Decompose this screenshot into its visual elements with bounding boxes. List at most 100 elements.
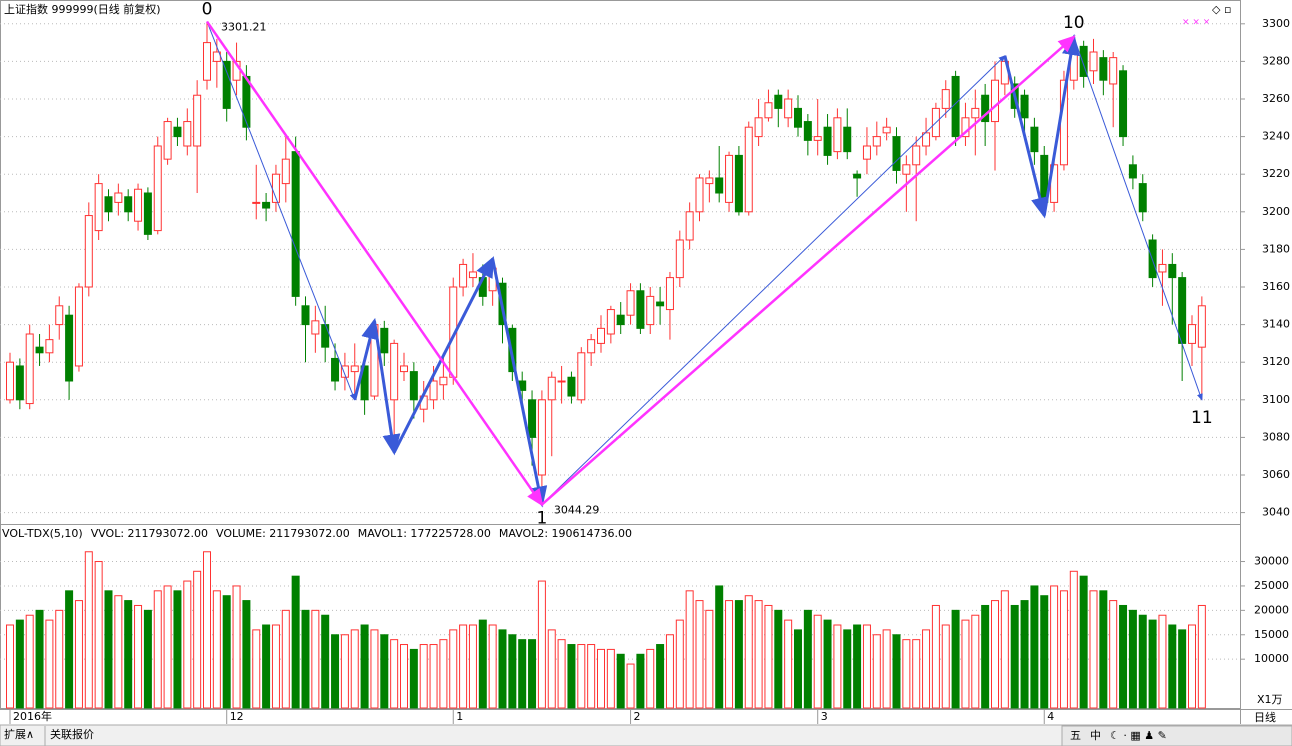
y-tick-label: 3240 bbox=[1262, 130, 1290, 143]
volume-bar bbox=[872, 634, 881, 709]
volume-bar bbox=[45, 619, 54, 709]
volume-bar bbox=[173, 590, 182, 709]
candle-body bbox=[321, 324, 330, 348]
candle-body bbox=[94, 183, 103, 232]
volume-bar bbox=[488, 624, 497, 709]
candle-body bbox=[853, 173, 862, 179]
candle-body bbox=[124, 196, 133, 213]
volume-bar bbox=[1020, 600, 1029, 709]
volume-bar bbox=[1119, 604, 1128, 709]
y-tick-label: 3180 bbox=[1262, 242, 1290, 255]
candle-body bbox=[557, 380, 566, 383]
wave-line bbox=[541, 55, 1006, 505]
candle-body bbox=[843, 126, 852, 153]
candle-body bbox=[823, 126, 832, 156]
vol-unit: X1万 bbox=[1257, 693, 1283, 706]
volume-bar bbox=[616, 653, 625, 709]
volume-bar bbox=[370, 629, 379, 709]
candle-body bbox=[892, 136, 901, 171]
volume-bar bbox=[931, 604, 940, 709]
volume-bar bbox=[468, 624, 477, 709]
candle-body bbox=[882, 126, 891, 134]
volume-bar bbox=[675, 619, 684, 709]
volume-bar bbox=[922, 629, 931, 709]
wave-line bbox=[353, 317, 379, 401]
candle-body bbox=[74, 286, 83, 367]
candle-body bbox=[252, 201, 261, 204]
x-tick-label: 4 bbox=[1047, 710, 1054, 723]
volume-bar bbox=[1109, 600, 1118, 709]
volume-bar bbox=[794, 629, 802, 709]
candle-body bbox=[281, 158, 290, 185]
toolbar-icons[interactable]: ☾ · ▦ ♟ ✎ bbox=[1110, 729, 1167, 742]
volume-bar bbox=[449, 629, 458, 709]
wave-label: 0 bbox=[202, 0, 213, 20]
candle-body bbox=[45, 339, 54, 354]
candle-body bbox=[665, 277, 674, 311]
volume-bar bbox=[636, 653, 645, 709]
candle-body bbox=[311, 320, 320, 335]
y-tick-label: 3060 bbox=[1262, 468, 1290, 481]
volume-bar bbox=[567, 644, 576, 709]
volume-bar bbox=[705, 609, 714, 709]
candle-body bbox=[1168, 263, 1177, 279]
volume-bar bbox=[478, 619, 487, 709]
candle-body bbox=[754, 117, 763, 138]
volume-bar bbox=[1059, 590, 1068, 709]
candle-body bbox=[646, 295, 655, 326]
volume-bar bbox=[1128, 609, 1137, 709]
window-icons[interactable]: ◇ ▫ bbox=[1212, 3, 1231, 16]
x-tick-label: 3 bbox=[821, 710, 828, 723]
candle-body bbox=[902, 164, 911, 175]
volume-bar bbox=[754, 600, 763, 709]
candle-body bbox=[153, 145, 162, 232]
candle-body bbox=[468, 271, 477, 279]
volume-bar bbox=[74, 600, 83, 709]
volume-bar bbox=[912, 639, 921, 709]
close-icons[interactable]: × × × bbox=[1182, 18, 1210, 28]
candle-body bbox=[25, 333, 34, 405]
y-tick-label: 3140 bbox=[1262, 318, 1290, 331]
volume-bar bbox=[715, 585, 724, 709]
volume-bar bbox=[813, 614, 822, 709]
volume-bar bbox=[94, 561, 103, 709]
candle-body bbox=[715, 177, 724, 194]
volume-bar bbox=[55, 609, 64, 709]
candle-body bbox=[656, 301, 665, 307]
volume-bar bbox=[1158, 614, 1167, 709]
candle-body bbox=[1197, 305, 1206, 348]
toolbar bbox=[1061, 725, 1292, 746]
candle-body bbox=[636, 290, 645, 329]
volume-bar bbox=[892, 634, 901, 709]
candle-body bbox=[764, 102, 773, 119]
volume-bar bbox=[242, 600, 251, 709]
candle-body bbox=[794, 107, 802, 128]
tab[interactable]: 扩展∧ bbox=[4, 727, 34, 741]
volume-bar bbox=[626, 663, 635, 709]
volume-bar bbox=[646, 648, 655, 709]
volume-bar bbox=[311, 609, 320, 709]
candle-body bbox=[1079, 45, 1088, 77]
candle-body bbox=[439, 376, 448, 386]
volume-bar bbox=[380, 634, 389, 709]
volume-bar bbox=[991, 600, 999, 709]
y-tick-label: 30000 bbox=[1254, 555, 1289, 568]
toolbar-button[interactable]: 五 bbox=[1070, 729, 1081, 742]
volume-bar bbox=[547, 629, 556, 709]
volume-bar bbox=[390, 639, 399, 709]
wave-line bbox=[1042, 34, 1080, 216]
volume-bar bbox=[124, 600, 133, 709]
volume-bar bbox=[321, 614, 330, 709]
candle-body bbox=[6, 361, 14, 401]
volume-bar bbox=[360, 624, 369, 709]
wave-line bbox=[491, 258, 548, 508]
volume-bar bbox=[222, 595, 231, 709]
toolbar-button[interactable]: 中 bbox=[1090, 729, 1101, 742]
volume-bar bbox=[774, 609, 783, 709]
candle-body bbox=[55, 305, 64, 326]
candle-body bbox=[1030, 126, 1039, 153]
volume-bar bbox=[606, 648, 615, 709]
tab[interactable]: 关联报价 bbox=[50, 727, 94, 741]
volume-bar bbox=[459, 624, 468, 709]
volume-bar bbox=[232, 585, 241, 709]
